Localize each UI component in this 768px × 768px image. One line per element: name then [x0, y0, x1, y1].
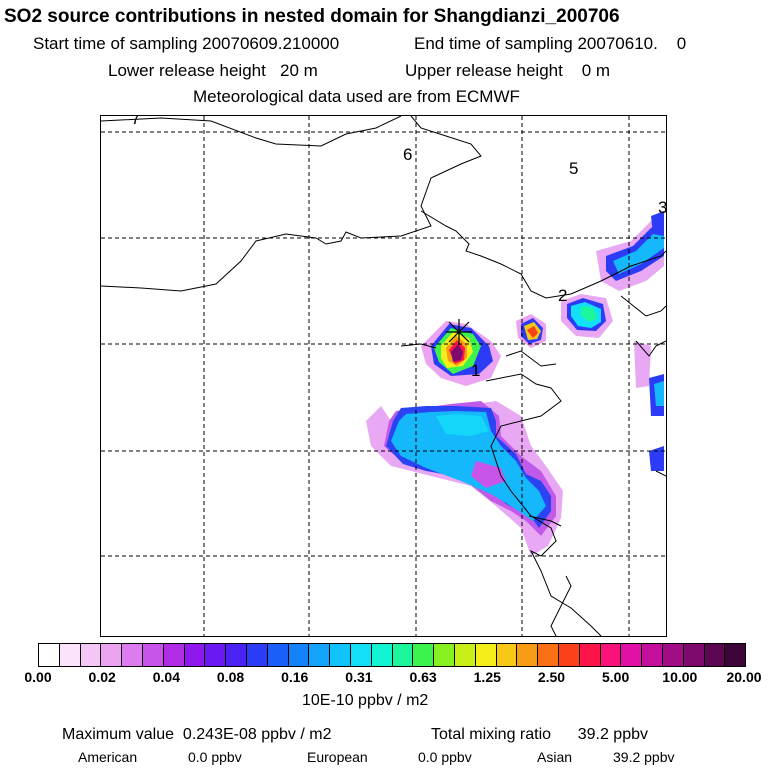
- colorbar-swatch: [267, 644, 289, 666]
- colorbar-swatch: [558, 644, 580, 666]
- source-name-asian: Asian: [537, 749, 573, 765]
- region-label-1: 1: [471, 361, 480, 380]
- colorbar-swatch: [413, 644, 435, 666]
- colorbar-tick-label: 1.25: [473, 669, 501, 685]
- colorbar-swatch: [330, 644, 351, 666]
- colorbar-swatch: [59, 644, 81, 666]
- source-value-european: 0.0 ppbv: [418, 749, 472, 765]
- colorbar-tick-label: 0.08: [216, 669, 245, 685]
- colorbar-tick-label: 10.00: [662, 669, 698, 685]
- colorbar-swatch: [392, 644, 414, 666]
- concentration-field: [366, 211, 664, 556]
- colorbar-swatch: [101, 644, 123, 666]
- receptor-marker: [446, 319, 472, 345]
- source-value-asian: 39.2 ppbv: [613, 749, 675, 765]
- colorbar-swatch: [184, 644, 206, 666]
- colorbar-swatch: [683, 644, 705, 666]
- end-time-label: End time of sampling 20070610. 0: [414, 34, 687, 53]
- colorbar-swatch: [434, 644, 455, 666]
- colorbar-swatch: [725, 644, 746, 666]
- region-label-2: 2: [558, 286, 567, 305]
- start-time-label: Start time of sampling 20070609.210000: [33, 34, 340, 53]
- colorbar-swatch: [475, 644, 497, 666]
- colorbar-swatch: [704, 644, 726, 666]
- upper-release-label: Upper release height 0 m: [405, 61, 611, 80]
- region-label-6: 6: [403, 145, 412, 164]
- colorbar-swatch: [371, 644, 393, 666]
- source-name-american: American: [78, 749, 138, 765]
- lat-lon-grid: [101, 116, 666, 636]
- region-label-3: 3: [658, 198, 666, 217]
- colorbar-swatch: [163, 644, 185, 666]
- chart-title: SO2 source contributions in nested domai…: [4, 6, 620, 27]
- met-data-label: Meteorological data used are from ECMWF: [193, 87, 520, 106]
- colorbar-swatch: [350, 644, 372, 666]
- colorbar-unit: 10E-10 ppbv / m2: [302, 692, 429, 709]
- colorbar: [38, 643, 746, 667]
- colorbar-swatch: [538, 644, 559, 666]
- colorbar-swatch: [205, 644, 227, 666]
- colorbar-swatch: [662, 644, 684, 666]
- colorbar-swatch: [496, 644, 518, 666]
- colorbar-swatch: [80, 644, 102, 666]
- colorbar-tick-label: 0.02: [88, 669, 116, 685]
- colorbar-swatch: [122, 644, 143, 666]
- colorbar-tick-label: 0.16: [281, 669, 309, 685]
- coastlines: [101, 116, 666, 636]
- colorbar-swatch: [39, 644, 60, 666]
- colorbar-tick-label: 0.00: [24, 669, 52, 685]
- map-plot-area: 7 6 5 3 2 1: [100, 115, 667, 637]
- colorbar-swatch: [454, 644, 476, 666]
- colorbar-swatch: [288, 644, 310, 666]
- colorbar-swatch: [517, 644, 539, 666]
- colorbar-tick-label: 5.00: [602, 669, 630, 685]
- total-mixing-label: Total mixing ratio 39.2 ppbv: [431, 726, 648, 743]
- map-svg: 7 6 5 3 2 1: [101, 116, 666, 636]
- colorbar-swatch: [226, 644, 247, 666]
- colorbar-swatch: [579, 644, 601, 666]
- source-name-european: European: [307, 749, 368, 765]
- colorbar-tick-label: 2.50: [537, 669, 566, 685]
- colorbar-swatch: [246, 644, 268, 666]
- colorbar-swatch: [642, 644, 663, 666]
- max-value-label: Maximum value 0.243E-08 ppbv / m2: [62, 726, 332, 743]
- colorbar-swatch: [621, 644, 643, 666]
- colorbar-tick-label: 0.04: [152, 669, 180, 685]
- colorbar-swatch: [309, 644, 331, 666]
- colorbar-tick-label: 0.63: [409, 669, 437, 685]
- region-label-7: 7: [131, 116, 140, 128]
- region-label-5: 5: [569, 159, 578, 178]
- source-value-american: 0.0 ppbv: [188, 749, 242, 765]
- colorbar-swatch: [142, 644, 164, 666]
- colorbar-tick-label: 20.00: [726, 669, 762, 685]
- colorbar-swatch: [600, 644, 622, 666]
- colorbar-tick-label: 0.31: [345, 669, 373, 685]
- lower-release-label: Lower release height 20 m: [108, 61, 318, 80]
